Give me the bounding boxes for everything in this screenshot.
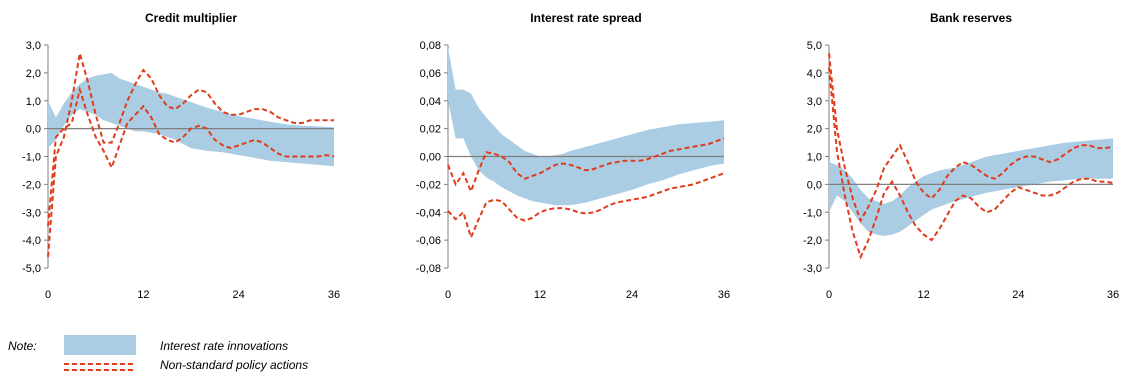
- y-tick-label: 2,0: [807, 124, 822, 136]
- note-label: Note:: [8, 339, 37, 353]
- legend-band-swatch: [64, 335, 136, 355]
- y-tick-label: 0,04: [420, 96, 441, 108]
- charts-area: Credit multiplier -5,0 -4,0 -3,0 -2,0 -1,0 0,0…: [22, 11, 1119, 301]
- series-line-3-1: [828, 53, 1114, 224]
- y-tick-label: -0,02: [416, 179, 441, 191]
- legend-line-label: Non-standard policy actions: [160, 358, 309, 372]
- x-tick-label: 24: [1012, 289, 1024, 301]
- y-tick-label: -1,0: [22, 152, 41, 164]
- y-tick-label: 0,0: [26, 124, 41, 136]
- y-tick-label: -3,0: [22, 207, 41, 219]
- series-line-3-2: [828, 67, 1114, 260]
- y-tick-label: 0,02: [420, 124, 441, 136]
- y-tick-label: -3,0: [803, 263, 822, 275]
- y-tick-label: 1,0: [807, 152, 822, 164]
- y-tick-label: -0,04: [416, 207, 441, 219]
- series-line-2-1: [447, 137, 725, 195]
- legend: Note: Interest rate innovations Non-stan…: [0, 325, 1128, 383]
- x-tick-label: 12: [918, 289, 930, 301]
- x-tick-label: 0: [445, 289, 451, 301]
- y-tick-label: 3,0: [26, 40, 41, 52]
- x-tick-label: 36: [1107, 289, 1119, 301]
- y-tick-label: -0,08: [416, 263, 441, 275]
- x-tick-label: 0: [826, 289, 832, 301]
- x-tick-label: 24: [626, 289, 638, 301]
- y-tick-label: -1,0: [803, 207, 822, 219]
- y-tick-label: -0,06: [416, 235, 441, 247]
- x-tick-label: 0: [45, 289, 51, 301]
- y-tick-label: 4,0: [807, 68, 822, 80]
- chart-title-1: Credit multiplier: [145, 11, 237, 25]
- x-tick-label: 36: [328, 289, 340, 301]
- legend-band-label: Interest rate innovations: [160, 339, 289, 353]
- chart-title-2: Interest rate spread: [530, 11, 641, 25]
- series-line-1-1: [47, 53, 334, 257]
- x-tick-label: 12: [534, 289, 546, 301]
- y-tick-label: -5,0: [22, 263, 41, 275]
- x-tick-label: 24: [233, 289, 245, 301]
- y-tick-label: 5,0: [807, 40, 822, 52]
- confidence-band-2: [448, 47, 724, 206]
- confidence-band-3: [829, 138, 1113, 236]
- y-tick-label: 0,0: [807, 179, 822, 191]
- x-tick-label: 36: [718, 289, 730, 301]
- confidence-band-1: [48, 72, 334, 167]
- chart-title-3: Bank reserves: [930, 11, 1012, 25]
- y-tick-label: 2,0: [26, 68, 41, 80]
- legend-line-swatch: [64, 363, 136, 371]
- x-tick-label: 12: [137, 289, 149, 301]
- series-line-1-2: [47, 85, 335, 227]
- y-tick-label: -2,0: [22, 179, 41, 191]
- y-tick-label: 0,06: [420, 68, 441, 80]
- y-tick-label: 1,0: [26, 96, 41, 108]
- y-tick-label: 0,00: [420, 152, 441, 164]
- y-tick-label: -2,0: [803, 235, 822, 247]
- y-tick-label: 0,08: [420, 40, 441, 52]
- y-tick-label: -4,0: [22, 235, 41, 247]
- y-tick-label: 3,0: [807, 96, 822, 108]
